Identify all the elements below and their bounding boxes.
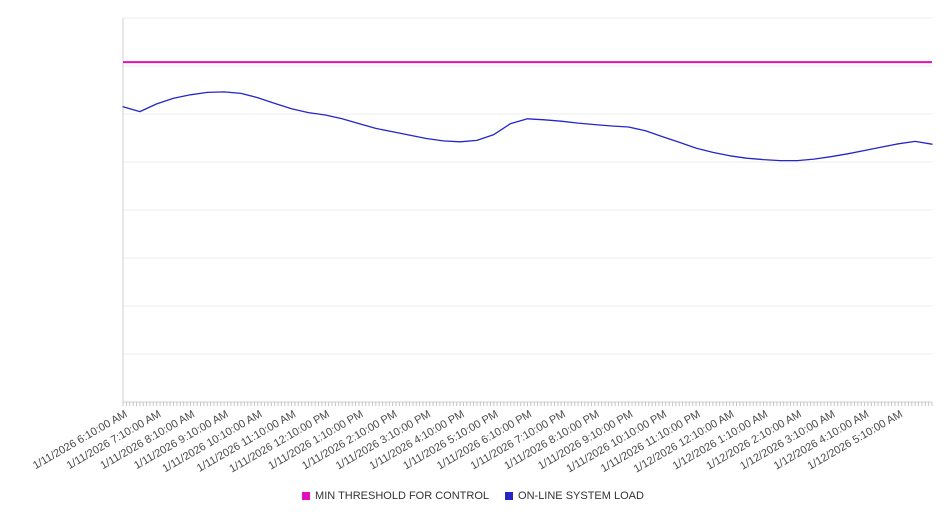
x-axis-labels: 1/11/2026 6:10:00 AM1/11/2026 7:10:00 AM… bbox=[31, 408, 905, 475]
legend-label-online-system-load: ON-LINE SYSTEM LOAD bbox=[518, 490, 644, 502]
legend-item-min-threshold[interactable]: MIN THRESHOLD FOR CONTROL bbox=[302, 490, 489, 502]
system-load-line bbox=[122, 91, 933, 162]
x-axis-ticks bbox=[122, 402, 933, 406]
chart-legend: MIN THRESHOLD FOR CONTROL ON-LINE SYSTEM… bbox=[0, 490, 946, 502]
legend-item-online-system-load[interactable]: ON-LINE SYSTEM LOAD bbox=[505, 490, 644, 502]
legend-swatch-min-threshold-icon bbox=[302, 492, 311, 500]
legend-label-min-threshold: MIN THRESHOLD FOR CONTROL bbox=[315, 490, 490, 502]
gridlines bbox=[123, 17, 932, 355]
chart-svg: 1/11/2026 6:10:00 AM1/11/2026 7:10:00 AM… bbox=[31, 17, 933, 475]
legend-swatch-online-system-load-icon bbox=[505, 492, 514, 500]
